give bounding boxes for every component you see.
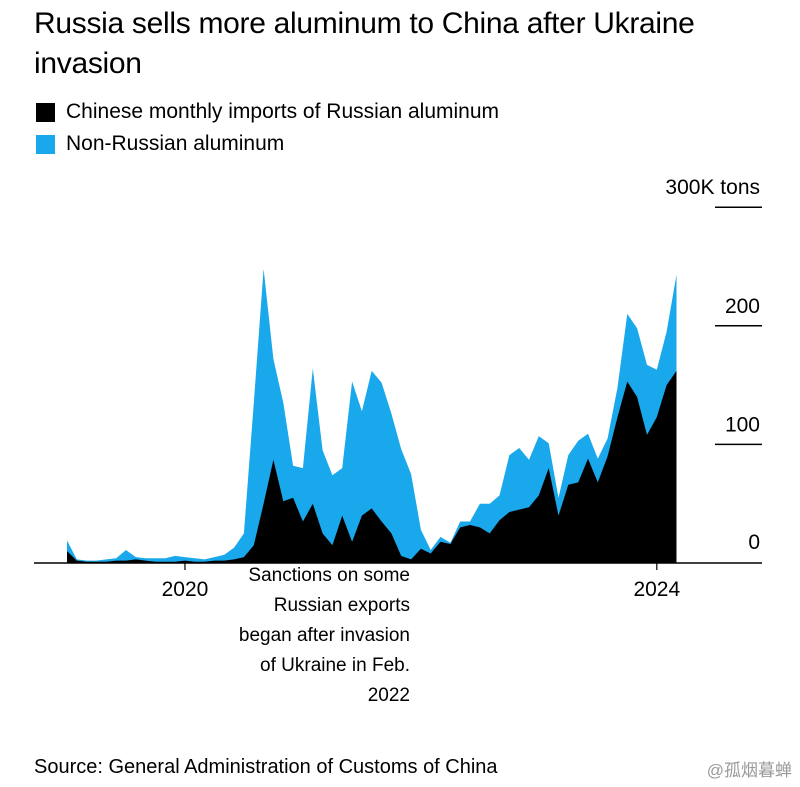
x-tick-label: 2020	[162, 578, 209, 601]
x-tick-label: 2024	[633, 578, 680, 601]
sanctions-annotation: Sanctions on some Russian exports began …	[238, 565, 410, 706]
series-area-non-russian	[67, 268, 677, 563]
legend-item-non-russian: Non-Russian aluminum	[36, 128, 499, 160]
source-note: Source: General Administration of Custom…	[34, 756, 498, 778]
y-tick-label: 300K tons	[665, 176, 760, 199]
watermark: @孤烟暮蝉	[706, 761, 792, 780]
legend-item-russian: Chinese monthly imports of Russian alumi…	[36, 96, 499, 128]
legend-swatch-russian	[36, 102, 55, 122]
y-tick-label: 0	[748, 531, 760, 554]
y-tick-label: 100	[725, 413, 760, 436]
legend-swatch-non-russian	[36, 134, 55, 154]
series-area-russian	[67, 370, 677, 563]
chart-title: Russia sells more aluminum to China afte…	[34, 7, 695, 80]
legend: Chinese monthly imports of Russian alumi…	[36, 96, 499, 160]
legend-label-non-russian: Non-Russian aluminum	[66, 132, 285, 155]
y-tick-label: 200	[725, 295, 760, 318]
legend-label-russian: Chinese monthly imports of Russian alumi…	[66, 100, 500, 123]
